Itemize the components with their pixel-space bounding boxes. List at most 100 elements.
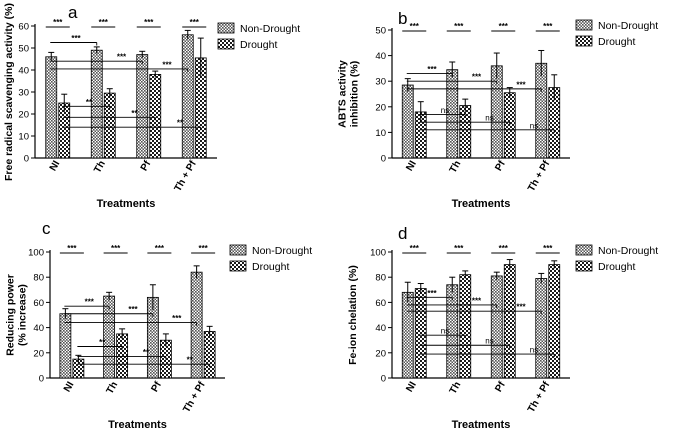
- y-tick-label: 40: [33, 323, 44, 334]
- bar-d-drought-2: [503, 264, 516, 379]
- comparison-label: ***: [427, 289, 437, 298]
- y-axis-label-line: Fe-ion chelation (%): [347, 265, 359, 365]
- bar-b-drought-1: [459, 105, 472, 159]
- comparison-label: ***: [427, 65, 437, 74]
- bar-c-non-drought-0: [59, 313, 72, 379]
- pair-sig-label: ***: [543, 244, 553, 253]
- comparison-label: **: [131, 109, 138, 118]
- x-axis-label: Treatments: [452, 419, 511, 431]
- x-tick-label: Pf: [139, 158, 154, 173]
- pair-sig-label: ***: [111, 244, 121, 253]
- pair-sig-label: ***: [144, 18, 154, 27]
- x-axis-label: Treatments: [452, 198, 511, 210]
- comparison-label: ***: [516, 303, 526, 312]
- comparison-label: **: [187, 356, 194, 365]
- y-tick-label: 60: [375, 298, 386, 309]
- y-tick-label: 40: [375, 323, 386, 334]
- chart-panel-d: 0 20 40 60 80 100 *** *** *** *** *** *** *** ns ns ns N…: [347, 244, 658, 431]
- bar-d-non-drought-3: [535, 278, 548, 379]
- x-tick-label: Th: [448, 380, 464, 396]
- bar-a-drought-1: [103, 92, 116, 159]
- x-tick-label: Th + Pf: [173, 158, 200, 193]
- y-tick-label: 100: [370, 248, 386, 259]
- y-tick-label: 20: [18, 110, 29, 121]
- pair-sig-label: ***: [67, 244, 77, 253]
- x-tick-label: Th + Pf: [526, 158, 553, 193]
- x-axis-label: Treatments: [108, 419, 167, 431]
- comparison-label: ns: [441, 106, 449, 115]
- comparison-label: ***: [516, 80, 526, 89]
- bar-a-non-drought-0: [45, 56, 58, 159]
- y-tick-label: 40: [18, 66, 29, 77]
- comparison-label: ns: [530, 121, 538, 130]
- legend-label-drought: Drought: [240, 39, 277, 51]
- y-tick-label: 60: [33, 298, 44, 309]
- x-tick-label: NI: [404, 380, 419, 394]
- y-tick-label: 50: [18, 44, 29, 55]
- x-tick-label: Pf: [149, 379, 164, 394]
- pair-sig-label: ***: [454, 244, 464, 253]
- bar-c-drought-3: [203, 330, 216, 379]
- comparison-label: ***: [117, 53, 127, 62]
- bar-b-non-drought-3: [535, 62, 548, 159]
- x-axis-label: Treatments: [97, 198, 156, 210]
- legend-label-non-drought: Non-Drought: [598, 245, 658, 257]
- x-tick-label: NI: [48, 159, 63, 173]
- bar-d-drought-0: [414, 288, 427, 379]
- y-tick-label: 30: [375, 77, 386, 88]
- x-tick-label: Th: [448, 159, 464, 175]
- bar-d-non-drought-2: [490, 275, 503, 379]
- legend-swatch-non-drought: [575, 19, 593, 31]
- pair-sig-label: ***: [543, 22, 553, 31]
- comparison-label: ***: [472, 73, 482, 82]
- y-tick-label: 80: [375, 273, 386, 284]
- x-tick-label: Th + Pf: [526, 379, 553, 414]
- comparison-label: ns: [485, 337, 493, 346]
- comparison-label: ***: [162, 60, 172, 69]
- x-tick-label: Pf: [493, 379, 508, 394]
- y-axis-label-line: Reducing power: [4, 274, 16, 356]
- y-axis-label-line: (% increase): [16, 284, 28, 346]
- bar-a-drought-2: [149, 74, 162, 159]
- legend-label-drought: Drought: [598, 36, 635, 48]
- legend-swatch-non-drought: [575, 244, 593, 256]
- x-tick-label: Th + Pf: [181, 379, 208, 414]
- comparison-label: ***: [71, 34, 81, 43]
- comparison-label: ns: [441, 327, 449, 336]
- y-axis-label: Free radical scavenging activity (%): [3, 3, 15, 181]
- legend-label-drought: Drought: [252, 261, 289, 273]
- x-tick-label: Th: [105, 380, 121, 396]
- y-axis-label-line: Free radical scavenging activity (%): [3, 3, 15, 181]
- panel-letter-b: b: [398, 9, 407, 28]
- legend-swatch-non-drought: [217, 22, 235, 34]
- legend-swatch-drought: [217, 38, 235, 50]
- bar-b-non-drought-2: [490, 65, 503, 159]
- legend-label-non-drought: Non-Drought: [240, 23, 300, 35]
- panel-letter-d: d: [398, 224, 407, 243]
- y-tick-label: 10: [375, 128, 386, 139]
- pair-sig-label: ***: [410, 22, 420, 31]
- comparison-label: **: [177, 119, 184, 128]
- chart-panel-b: 0 10 20 30 40 50 *** *** *** *** *** *** *** ns ns ns NI…: [336, 19, 658, 210]
- y-axis-label-line: ABTS activity: [336, 60, 348, 128]
- y-tick-label: 30: [18, 88, 29, 99]
- x-tick-label: Th: [92, 159, 108, 175]
- comparison-label: ***: [128, 305, 138, 314]
- x-tick-label: NI: [404, 159, 419, 173]
- pair-sig-label: ***: [99, 18, 109, 27]
- bar-d-drought-1: [459, 274, 472, 379]
- comparison-label: **: [99, 338, 106, 347]
- legend-label-non-drought: Non-Drought: [598, 20, 658, 32]
- panel-letter-c: c: [42, 219, 51, 238]
- y-axis-label: Reducing power(% increase): [4, 274, 28, 356]
- bar-a-non-drought-1: [90, 49, 103, 159]
- legend-swatch-drought: [575, 260, 593, 272]
- legend-label-drought: Drought: [598, 261, 635, 273]
- comparison-label: ***: [472, 296, 482, 305]
- comparison-label: ***: [172, 314, 182, 323]
- pair-sig-label: ***: [190, 18, 200, 27]
- x-tick-label: Pf: [493, 158, 508, 173]
- legend-swatch-drought: [575, 35, 593, 47]
- bar-c-drought-1: [116, 333, 129, 379]
